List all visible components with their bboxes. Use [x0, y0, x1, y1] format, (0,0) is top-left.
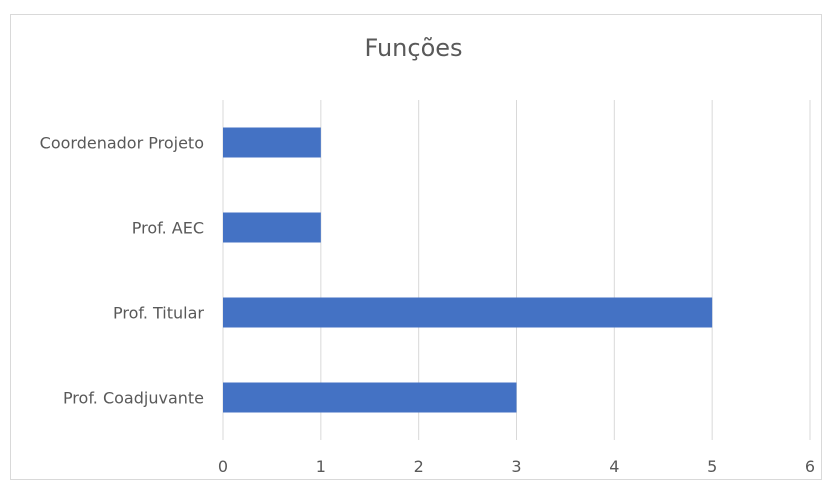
x-tick-label: 1	[316, 457, 326, 476]
x-tick-label: 3	[511, 457, 521, 476]
bar-prof-titular	[223, 297, 713, 328]
chart-title: Funções	[364, 34, 463, 62]
x-tick-label: 4	[609, 457, 619, 476]
y-category-label: Prof. AEC	[132, 219, 204, 238]
bar-prof-aec	[223, 212, 321, 243]
y-category-label: Coordenador Projeto	[40, 134, 204, 153]
x-tick-label: 2	[414, 457, 424, 476]
bar-prof-coadjuvante	[223, 382, 517, 413]
bar-coordenador-projeto	[223, 127, 321, 158]
y-category-label: Prof. Titular	[113, 304, 204, 323]
x-tick-label: 5	[707, 457, 717, 476]
x-tick-label: 0	[218, 457, 228, 476]
x-tick-label: 6	[805, 457, 815, 476]
y-category-label: Prof. Coadjuvante	[63, 389, 204, 408]
